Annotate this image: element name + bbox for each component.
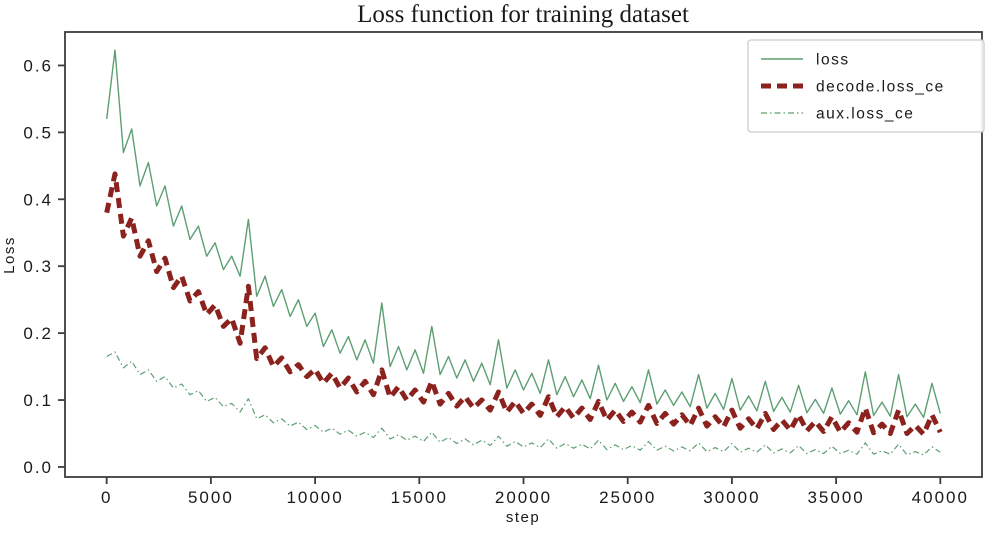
x-tick-label: 0 <box>101 488 112 507</box>
legend-frame <box>747 39 985 133</box>
x-tick-label: 35000 <box>807 488 864 507</box>
series-line-aux-loss-ce <box>106 351 941 456</box>
x-axis-label: step <box>506 509 540 526</box>
series-line-decode-loss-ce <box>104 171 943 437</box>
y-tick-label: 0.4 <box>23 190 53 209</box>
y-tick-label: 0.3 <box>23 257 53 276</box>
y-tick-label: 0.0 <box>23 458 53 477</box>
series-lines <box>104 49 943 456</box>
x-tick-label: 20000 <box>495 488 552 507</box>
axis-ticks: 0 5000 10000 15000 20000 25000 30000 35000 40000… <box>23 56 969 507</box>
x-tick-label: 15000 <box>391 488 448 507</box>
x-tick-label: 10000 <box>286 488 343 507</box>
y-tick-label: 0.1 <box>23 391 53 410</box>
x-tick-label: 30000 <box>703 488 760 507</box>
legend-label: loss <box>816 52 850 69</box>
y-axis-label: Loss <box>1 236 18 274</box>
axes-frame <box>64 31 983 478</box>
series-line-loss <box>106 49 941 419</box>
x-tick-label: 5000 <box>188 488 234 507</box>
chart-title: Loss function for training dataset <box>357 1 689 28</box>
y-tick-label: 0.2 <box>23 324 53 343</box>
y-tick-label: 0.5 <box>23 123 53 142</box>
legend-box: loss decode.loss_ce aux.loss_ce <box>747 39 985 133</box>
y-tick-label: 0.6 <box>23 56 53 75</box>
legend-label: aux.loss_ce <box>816 106 914 123</box>
x-tick-label: 40000 <box>912 488 969 507</box>
legend-label: decode.loss_ce <box>816 79 945 96</box>
x-tick-label: 25000 <box>599 488 656 507</box>
